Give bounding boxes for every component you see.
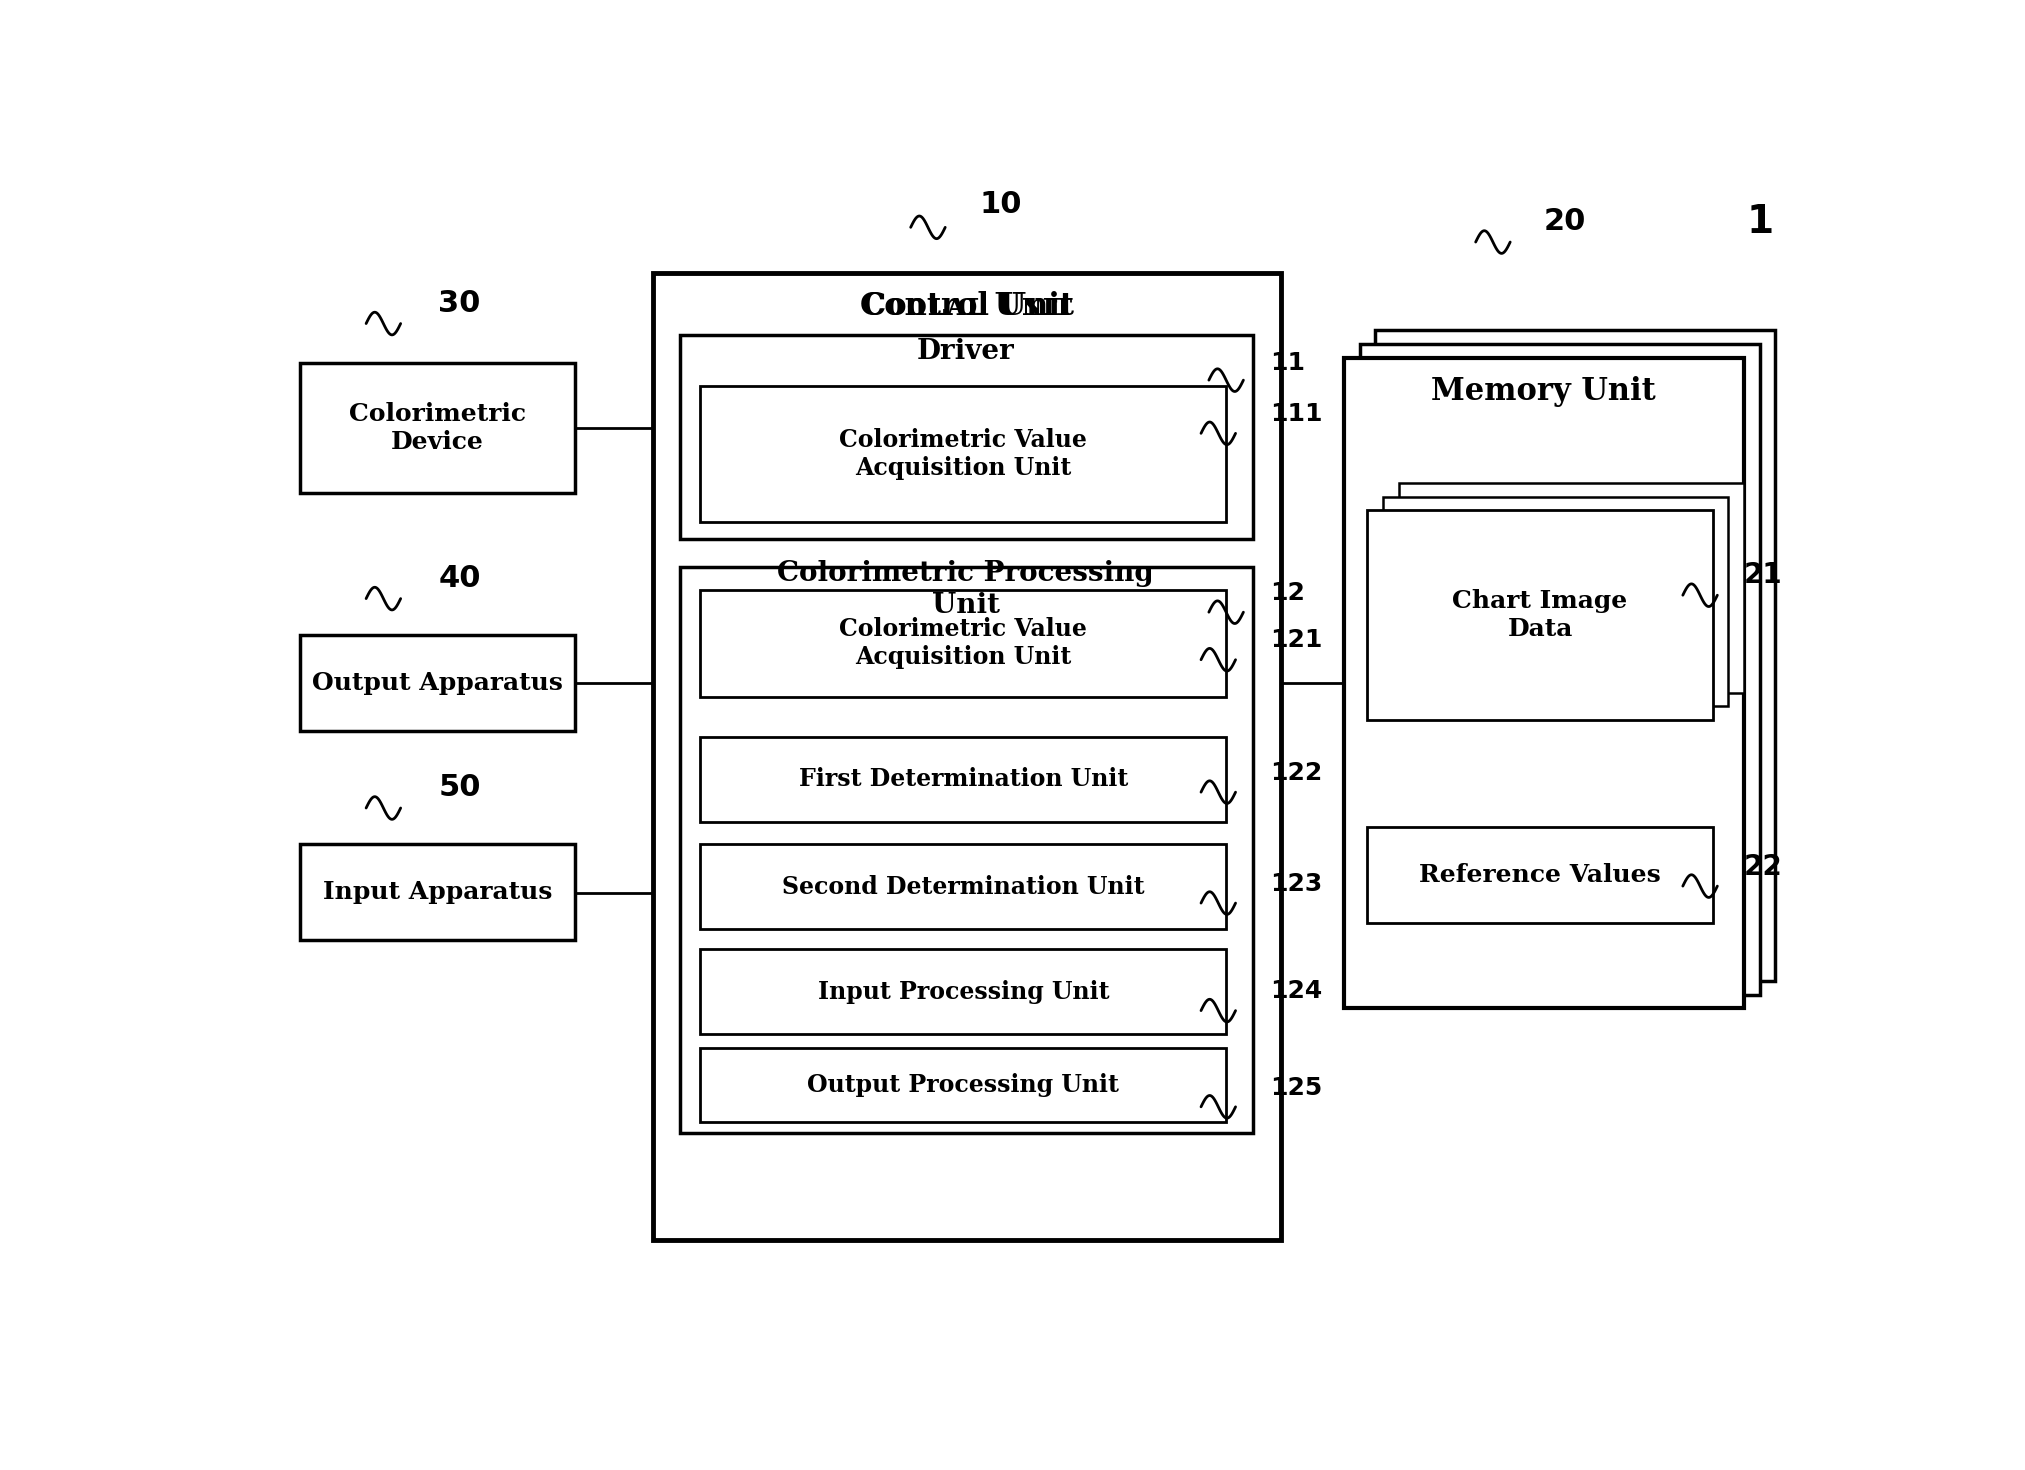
Bar	[701, 385, 1225, 522]
Bar	[701, 1048, 1225, 1122]
Text: Cᴏᴏʟᴀʟ Uɴɪᴛ: Cᴏᴏʟᴀʟ Uɴɪᴛ	[861, 291, 1073, 322]
Text: Colorimetric Processing
Unit: Colorimetric Processing Unit	[778, 560, 1154, 619]
Bar	[1383, 497, 1729, 706]
Bar	[300, 844, 575, 941]
Text: 30: 30	[437, 288, 480, 318]
Bar	[1367, 510, 1713, 720]
Bar	[680, 335, 1253, 538]
Bar	[680, 567, 1253, 1133]
Text: 22: 22	[1744, 853, 1782, 881]
Text: Memory Unit: Memory Unit	[1432, 376, 1656, 407]
Text: 122: 122	[1270, 761, 1322, 785]
Text: 111: 111	[1270, 403, 1322, 426]
Text: Colorimetric
Device: Colorimetric Device	[348, 403, 526, 454]
Bar	[1345, 357, 1744, 1008]
Text: 40: 40	[437, 563, 480, 592]
Bar	[1399, 484, 1744, 692]
Bar	[300, 635, 575, 731]
Text: 21: 21	[1744, 562, 1782, 589]
Text: Chart Image
Data: Chart Image Data	[1452, 589, 1628, 641]
Bar	[300, 363, 575, 494]
Text: 123: 123	[1270, 872, 1322, 895]
Text: 20: 20	[1543, 207, 1586, 237]
Bar	[701, 844, 1225, 929]
Bar	[1359, 344, 1760, 995]
Text: Colorimetric Value
Acquisition Unit: Colorimetric Value Acquisition Unit	[838, 428, 1087, 479]
Text: First Determination Unit: First Determination Unit	[798, 767, 1128, 791]
Text: 12: 12	[1270, 581, 1304, 606]
Bar	[654, 272, 1282, 1241]
Text: Input Apparatus: Input Apparatus	[322, 881, 553, 904]
Bar	[1367, 828, 1713, 923]
Bar	[701, 589, 1225, 697]
Text: 125: 125	[1270, 1076, 1322, 1100]
Text: Output Processing Unit: Output Processing Unit	[808, 1073, 1120, 1097]
Text: 121: 121	[1270, 629, 1322, 653]
Text: 50: 50	[437, 773, 480, 803]
Text: Input Processing Unit: Input Processing Unit	[818, 980, 1110, 1004]
Text: Reference Values: Reference Values	[1420, 863, 1660, 888]
Text: 10: 10	[980, 190, 1023, 219]
Text: 1: 1	[1746, 203, 1774, 241]
Text: Control Unit: Control Unit	[861, 291, 1073, 322]
Text: Colorimetric Value
Acquisition Unit: Colorimetric Value Acquisition Unit	[838, 617, 1087, 669]
Text: Driver: Driver	[917, 338, 1015, 366]
Bar	[701, 736, 1225, 822]
Text: Output Apparatus: Output Apparatus	[312, 670, 563, 695]
Text: 11: 11	[1270, 351, 1304, 375]
Text: 124: 124	[1270, 979, 1322, 1004]
Text: Second Determination Unit: Second Determination Unit	[782, 875, 1144, 898]
Bar	[701, 950, 1225, 1035]
Bar	[1375, 331, 1776, 980]
